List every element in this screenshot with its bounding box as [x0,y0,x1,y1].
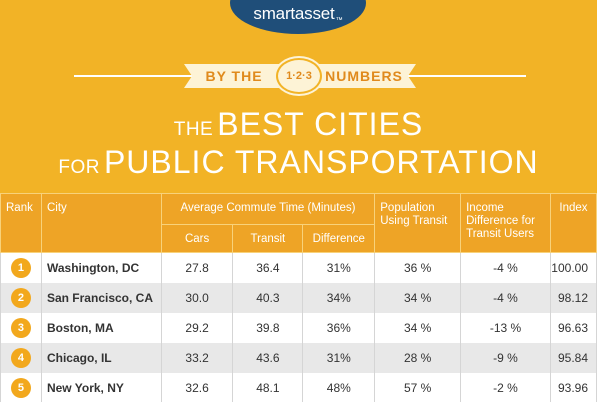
index-cell: 93.96 [549,372,597,402]
population-cell: 57 % [374,372,462,402]
index-cell: 100.00 [549,252,597,283]
population-cell: 28 % [374,342,462,373]
income-cell: -4 % [460,252,551,283]
difference-cell: 36% [302,312,376,343]
city-cell: New York, NY [40,372,162,402]
cars-cell: 30.0 [160,282,234,313]
by-the-numbers-banner: BY THE NUMBERS 1·2·3 [0,58,597,94]
header-rank: Rank [0,193,42,253]
transit-cell: 39.8 [232,312,304,343]
header-difference: Difference [302,224,376,253]
index-cell: 95.84 [549,342,597,373]
table-row: 4 Chicago, IL 33.2 43.6 31% 28 % -9 % 95… [0,342,597,373]
table-row: 3 Boston, MA 29.2 39.8 36% 34 % -13 % 96… [0,312,597,343]
banner-line-left [74,75,194,77]
rank-badge: 1 [10,257,31,278]
banner-left-ribbon: BY THE [184,64,284,88]
rank-badge: 3 [10,317,31,338]
title-for: FOR [58,157,100,178]
cars-cell: 32.6 [160,372,234,402]
numbers-badge: 1·2·3 [276,58,322,94]
city-cell: Chicago, IL [40,342,162,373]
city-cell: Washington, DC [40,252,162,283]
header-index: Index [549,193,597,253]
difference-cell: 31% [302,252,376,283]
transit-cell: 36.4 [232,252,304,283]
transit-cell: 40.3 [232,282,304,313]
rank-cell: 1 [0,252,42,283]
banner-line-right [396,75,526,77]
rank-cell: 5 [0,372,42,402]
transit-cell: 48.1 [232,372,304,402]
rank-cell: 2 [0,282,42,313]
city-cell: Boston, MA [40,312,162,343]
title-the: THE [173,119,214,140]
rank-cell: 3 [0,312,42,343]
city-cell: San Francisco, CA [40,282,162,313]
income-cell: -13 % [460,312,551,343]
title-public-transportation: PUBLIC TRANSPORTATION [103,144,539,180]
title-line-1: THE BEST CITIES [0,106,597,143]
header-transit: Transit [232,224,304,253]
rankings-table: Rank City Average Commute Time (Minutes)… [0,193,597,402]
cars-cell: 29.2 [160,312,234,343]
title-best-cities: BEST CITIES [217,106,424,142]
rank-cell: 4 [0,342,42,373]
brand-logo: smartasset ™ [230,0,366,34]
cars-cell: 27.8 [160,252,234,283]
table-row: 2 San Francisco, CA 30.0 40.3 34% 34 % -… [0,282,597,313]
header-cars: Cars [160,224,234,253]
income-cell: -2 % [460,372,551,402]
difference-cell: 34% [302,282,376,313]
population-cell: 34 % [374,282,462,313]
population-cell: 36 % [374,252,462,283]
index-cell: 96.63 [549,312,597,343]
difference-cell: 48% [302,372,376,402]
header-income: Income Difference for Transit Users [460,193,551,253]
title-line-2: FOR PUBLIC TRANSPORTATION [0,144,597,181]
header-city: City [40,193,162,253]
header-population: Population Using Transit [374,193,462,253]
rank-badge: 5 [10,377,31,398]
difference-cell: 31% [302,342,376,373]
income-cell: -4 % [460,282,551,313]
header-commute: Average Commute Time (Minutes) [160,193,376,225]
table-row: 1 Washington, DC 27.8 36.4 31% 36 % -4 %… [0,252,597,283]
rank-badge: 2 [10,287,31,308]
banner-right-ribbon: NUMBERS [312,64,416,88]
transit-cell: 43.6 [232,342,304,373]
rank-badge: 4 [10,347,31,368]
brand-name: smartasset [253,4,335,23]
cars-cell: 33.2 [160,342,234,373]
index-cell: 98.12 [549,282,597,313]
table-row: 5 New York, NY 32.6 48.1 48% 57 % -2 % 9… [0,372,597,402]
brand-trademark: ™ [335,17,343,24]
population-cell: 34 % [374,312,462,343]
income-cell: -9 % [460,342,551,373]
